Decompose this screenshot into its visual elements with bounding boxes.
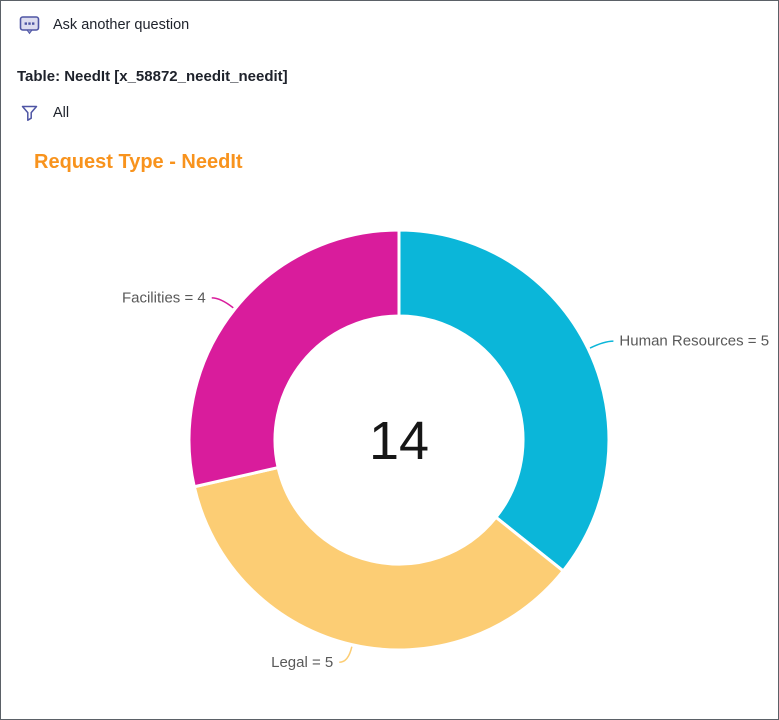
- donut-slice-facilities[interactable]: [187, 228, 401, 489]
- table-label: Table: NeedIt [x_58872_needit_needit]: [17, 67, 288, 85]
- callout-line-legal: [339, 646, 353, 664]
- donut-slice-human-resources[interactable]: [397, 228, 611, 573]
- chat-bubble-icon: [17, 15, 41, 35]
- callout-line-human-resources: [589, 340, 614, 349]
- ask-another-question-label: Ask another question: [53, 17, 190, 33]
- donut-total-count: 14: [369, 411, 429, 471]
- callout-line-facilities: [211, 297, 234, 309]
- slice-label-legal: Legal = 5: [271, 654, 333, 671]
- filter-value-label: All: [53, 105, 70, 121]
- slice-label-facilities: Facilities = 4: [122, 289, 206, 306]
- slice-label-human-resources: Human Resources = 5: [619, 333, 769, 350]
- ask-another-question-button[interactable]: Ask another question: [1, 13, 189, 37]
- chart-title: Request Type - NeedIt: [34, 151, 243, 173]
- filter-funnel-icon: [17, 104, 41, 122]
- donut-slice-legal[interactable]: [192, 466, 565, 652]
- filter-control[interactable]: All: [1, 101, 69, 125]
- table-label-row: Table: NeedIt [x_58872_needit_needit]: [1, 65, 288, 87]
